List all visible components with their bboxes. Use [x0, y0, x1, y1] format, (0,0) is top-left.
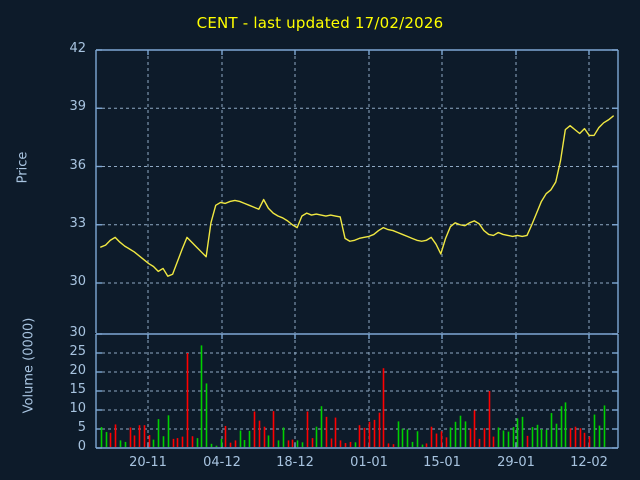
volume-axis-frame — [95, 333, 619, 449]
volume-gridlines — [96, 334, 618, 448]
price-ytick-30: 30 — [69, 274, 86, 289]
x-tick-15-01: 15-01 — [423, 455, 461, 470]
x-tick-20-11: 20-11 — [129, 455, 167, 470]
price-ytick-42: 42 — [69, 41, 86, 56]
price-axis-title: Price — [15, 151, 31, 184]
volume-ytick-5: 5 — [77, 420, 86, 435]
volume-bars — [100, 345, 606, 447]
volume-ytick-20: 20 — [69, 363, 86, 378]
x-tick-29-01: 29-01 — [497, 455, 535, 470]
price-gridlines — [96, 50, 618, 333]
price-line — [100, 115, 614, 277]
x-tick-12-02: 12-02 — [570, 455, 608, 470]
price-axis-frame — [95, 49, 619, 333]
volume-ytick-30: 30 — [69, 325, 86, 340]
x-tick-01-01: 01-01 — [350, 455, 388, 470]
price-ytick-33: 33 — [69, 215, 86, 231]
volume-ytick-10: 10 — [69, 401, 86, 416]
x-tick-18-12: 18-12 — [276, 455, 314, 470]
chart-title: CENT - last updated 17/02/2026 — [196, 14, 444, 32]
volume-axis-title: Volume (0000) — [21, 317, 37, 414]
price-ytick-36: 36 — [69, 157, 86, 173]
volume-ytick-0: 0 — [77, 439, 86, 454]
price-ytick-39: 39 — [69, 99, 86, 115]
x-tick-04-12: 04-12 — [203, 455, 241, 470]
volume-ytick-15: 15 — [69, 382, 86, 397]
volume-ytick-25: 25 — [69, 344, 86, 359]
